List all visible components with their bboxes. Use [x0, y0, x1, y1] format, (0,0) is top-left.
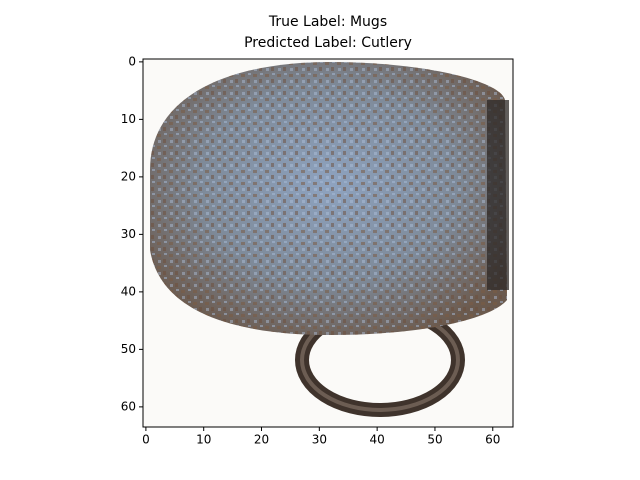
- y-tick-label: 10: [121, 112, 136, 126]
- y-tick-label: 50: [121, 342, 136, 356]
- y-tick-label: 30: [121, 227, 136, 241]
- y-tick-label: 20: [121, 169, 136, 183]
- x-tick-label: 0: [142, 433, 150, 447]
- x-tick-label: 20: [254, 433, 269, 447]
- x-tick-label: 50: [427, 433, 442, 447]
- image: [143, 59, 513, 427]
- x-tick-label: 10: [196, 433, 211, 447]
- title: True Label: Mugs: [268, 14, 387, 30]
- axes-frame: [142, 58, 514, 428]
- y-tick-label: 0: [128, 54, 136, 68]
- x-tick-label: 30: [312, 433, 327, 447]
- subtitle: Predicted Label: Cutlery: [244, 35, 412, 51]
- y-tick-label: 60: [121, 399, 136, 413]
- x-tick-label: 60: [485, 433, 500, 447]
- y-tick-label: 40: [121, 284, 136, 298]
- x-tick-label: 40: [370, 433, 385, 447]
